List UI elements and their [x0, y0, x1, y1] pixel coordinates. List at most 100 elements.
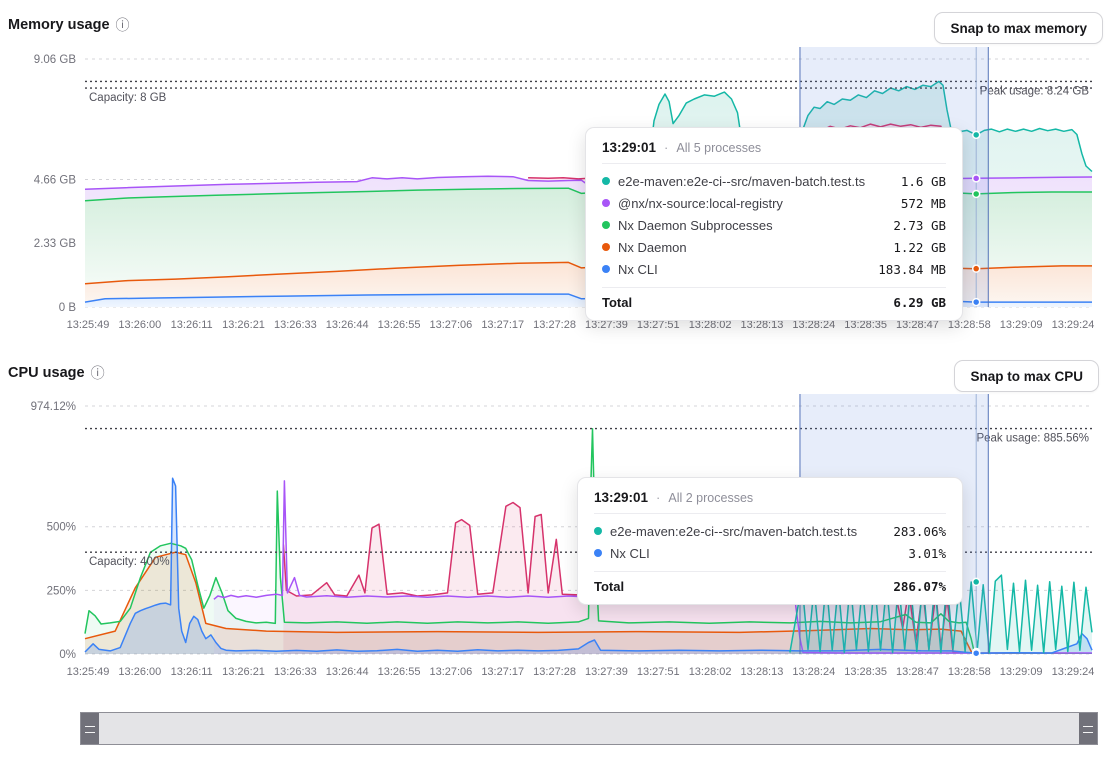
- process-value: 3.01%: [908, 546, 946, 561]
- tooltip-row: Nx CLI 3.01%: [594, 542, 946, 564]
- tooltip-row: e2e-maven:e2e-ci--src/maven-batch.test.t…: [594, 520, 946, 542]
- series-color-dot-icon: [602, 221, 610, 229]
- svg-text:4.66 GB: 4.66 GB: [34, 174, 77, 186]
- process-name: Nx CLI: [618, 262, 870, 277]
- process-value: 1.6 GB: [901, 174, 946, 189]
- tooltip-row: Nx CLI183.84 MB: [602, 258, 946, 280]
- snap-to-max-memory-button[interactable]: Snap to max memory: [934, 12, 1103, 44]
- tooltip-separator: ·: [656, 490, 660, 505]
- tooltip-total-row: Total 286.07%: [594, 571, 946, 594]
- memory-tooltip: 13:29:01 · All 5 processes e2e-maven:e2e…: [585, 127, 963, 321]
- process-name: e2e-maven:e2e-ci--src/maven-batch.test.t…: [610, 524, 885, 539]
- svg-text:13:26:11: 13:26:11: [171, 319, 213, 331]
- svg-text:13:26:11: 13:26:11: [171, 666, 213, 678]
- process-name: e2e-maven:e2e-ci--src/maven-batch.test.t…: [618, 174, 893, 189]
- svg-text:13:29:24: 13:29:24: [1052, 319, 1095, 331]
- tooltip-subtitle: All 2 processes: [668, 491, 753, 505]
- svg-text:13:29:09: 13:29:09: [1000, 666, 1043, 678]
- tooltip-header: 13:29:01 · All 5 processes: [602, 138, 946, 164]
- cpu-tooltip: 13:29:01 · All 2 processes e2e-maven:e2e…: [577, 477, 963, 605]
- svg-text:Peak usage: 8.24 GB: Peak usage: 8.24 GB: [980, 85, 1090, 97]
- svg-text:13:26:55: 13:26:55: [378, 319, 421, 331]
- tooltip-row: @nx/nx-source:local-registry572 MB: [602, 192, 946, 214]
- series-color-dot-icon: [602, 243, 610, 251]
- tooltip-total-label: Total: [602, 295, 893, 310]
- svg-text:13:27:51: 13:27:51: [637, 666, 680, 678]
- svg-text:0 B: 0 B: [59, 302, 77, 314]
- svg-text:2.33 GB: 2.33 GB: [34, 238, 77, 250]
- svg-text:13:26:21: 13:26:21: [222, 666, 265, 678]
- svg-text:13:27:17: 13:27:17: [481, 319, 524, 331]
- svg-text:Capacity: 400%: Capacity: 400%: [89, 556, 170, 568]
- svg-text:13:26:55: 13:26:55: [378, 666, 421, 678]
- timeline-brush[interactable]: [80, 712, 1098, 745]
- tooltip-total-value: 6.29 GB: [893, 295, 946, 310]
- svg-text:13:26:21: 13:26:21: [222, 319, 265, 331]
- tooltip-time: 13:29:01: [602, 140, 656, 155]
- info-icon[interactable]: ⓘ: [91, 366, 105, 380]
- tooltip-total-label: Total: [594, 579, 893, 594]
- svg-text:13:27:39: 13:27:39: [585, 666, 628, 678]
- grip-icon: [1083, 726, 1093, 733]
- svg-text:13:27:28: 13:27:28: [533, 666, 576, 678]
- svg-text:13:29:24: 13:29:24: [1052, 666, 1095, 678]
- svg-text:13:28:24: 13:28:24: [792, 666, 835, 678]
- svg-text:13:27:28: 13:27:28: [533, 319, 576, 331]
- svg-text:13:28:02: 13:28:02: [689, 666, 732, 678]
- tooltip-total-value: 286.07%: [893, 579, 946, 594]
- svg-text:13:26:00: 13:26:00: [118, 666, 161, 678]
- svg-text:250%: 250%: [47, 585, 76, 597]
- tooltip-row: Nx Daemon Subprocesses 2.73 GB: [602, 214, 946, 236]
- tooltip-separator: ·: [664, 140, 668, 155]
- tooltip-time: 13:29:01: [594, 490, 648, 505]
- process-value: 2.73 GB: [893, 218, 946, 233]
- process-name: Nx Daemon: [618, 240, 885, 255]
- memory-section-header: Memory usage ⓘ: [8, 17, 130, 33]
- brush-left-handle[interactable]: [81, 713, 99, 744]
- svg-text:13:28:35: 13:28:35: [844, 666, 887, 678]
- process-name: @nx/nx-source:local-registry: [618, 196, 893, 211]
- process-value: 1.22 GB: [893, 240, 946, 255]
- tooltip-total-row: Total 6.29 GB: [602, 287, 946, 310]
- svg-text:13:27:17: 13:27:17: [481, 666, 524, 678]
- tooltip-row: Nx Daemon 1.22 GB: [602, 236, 946, 258]
- tooltip-rows: e2e-maven:e2e-ci--src/maven-batch.test.t…: [602, 164, 946, 284]
- svg-text:974.12%: 974.12%: [31, 401, 76, 413]
- snap-to-max-cpu-button[interactable]: Snap to max CPU: [954, 360, 1099, 392]
- brush-right-handle[interactable]: [1079, 713, 1097, 744]
- cpu-title: CPU usage: [8, 365, 85, 381]
- memory-title: Memory usage: [8, 17, 110, 33]
- svg-text:Capacity: 8 GB: Capacity: 8 GB: [89, 92, 167, 104]
- process-name: Nx Daemon Subprocesses: [618, 218, 885, 233]
- svg-text:500%: 500%: [47, 522, 76, 534]
- svg-text:13:26:33: 13:26:33: [274, 666, 317, 678]
- info-icon[interactable]: ⓘ: [116, 18, 130, 32]
- series-color-dot-icon: [602, 199, 610, 207]
- svg-text:13:28:47: 13:28:47: [896, 666, 939, 678]
- svg-text:13:25:49: 13:25:49: [67, 666, 110, 678]
- tooltip-rows: e2e-maven:e2e-ci--src/maven-batch.test.t…: [594, 514, 946, 568]
- svg-text:13:27:06: 13:27:06: [429, 666, 472, 678]
- svg-text:13:28:13: 13:28:13: [741, 666, 784, 678]
- series-color-dot-icon: [594, 527, 602, 535]
- series-color-dot-icon: [602, 177, 610, 185]
- grip-icon: [85, 726, 95, 733]
- tooltip-subtitle: All 5 processes: [676, 141, 761, 155]
- svg-text:13:25:49: 13:25:49: [67, 319, 110, 331]
- svg-text:13:27:06: 13:27:06: [429, 319, 472, 331]
- svg-text:9.06 GB: 9.06 GB: [34, 54, 77, 66]
- svg-text:13:26:44: 13:26:44: [326, 319, 369, 331]
- process-value: 283.06%: [893, 524, 946, 539]
- tooltip-header: 13:29:01 · All 2 processes: [594, 488, 946, 514]
- brush-track[interactable]: [99, 713, 1079, 744]
- svg-text:13:26:00: 13:26:00: [118, 319, 161, 331]
- svg-text:13:26:33: 13:26:33: [274, 319, 317, 331]
- svg-text:Peak usage: 885.56%: Peak usage: 885.56%: [976, 433, 1089, 445]
- tooltip-row: e2e-maven:e2e-ci--src/maven-batch.test.t…: [602, 170, 946, 192]
- process-name: Nx CLI: [610, 546, 900, 561]
- svg-text:0%: 0%: [59, 649, 76, 661]
- series-color-dot-icon: [602, 265, 610, 273]
- svg-text:13:28:58: 13:28:58: [948, 666, 991, 678]
- series-color-dot-icon: [594, 549, 602, 557]
- cpu-section-header: CPU usage ⓘ: [8, 365, 105, 381]
